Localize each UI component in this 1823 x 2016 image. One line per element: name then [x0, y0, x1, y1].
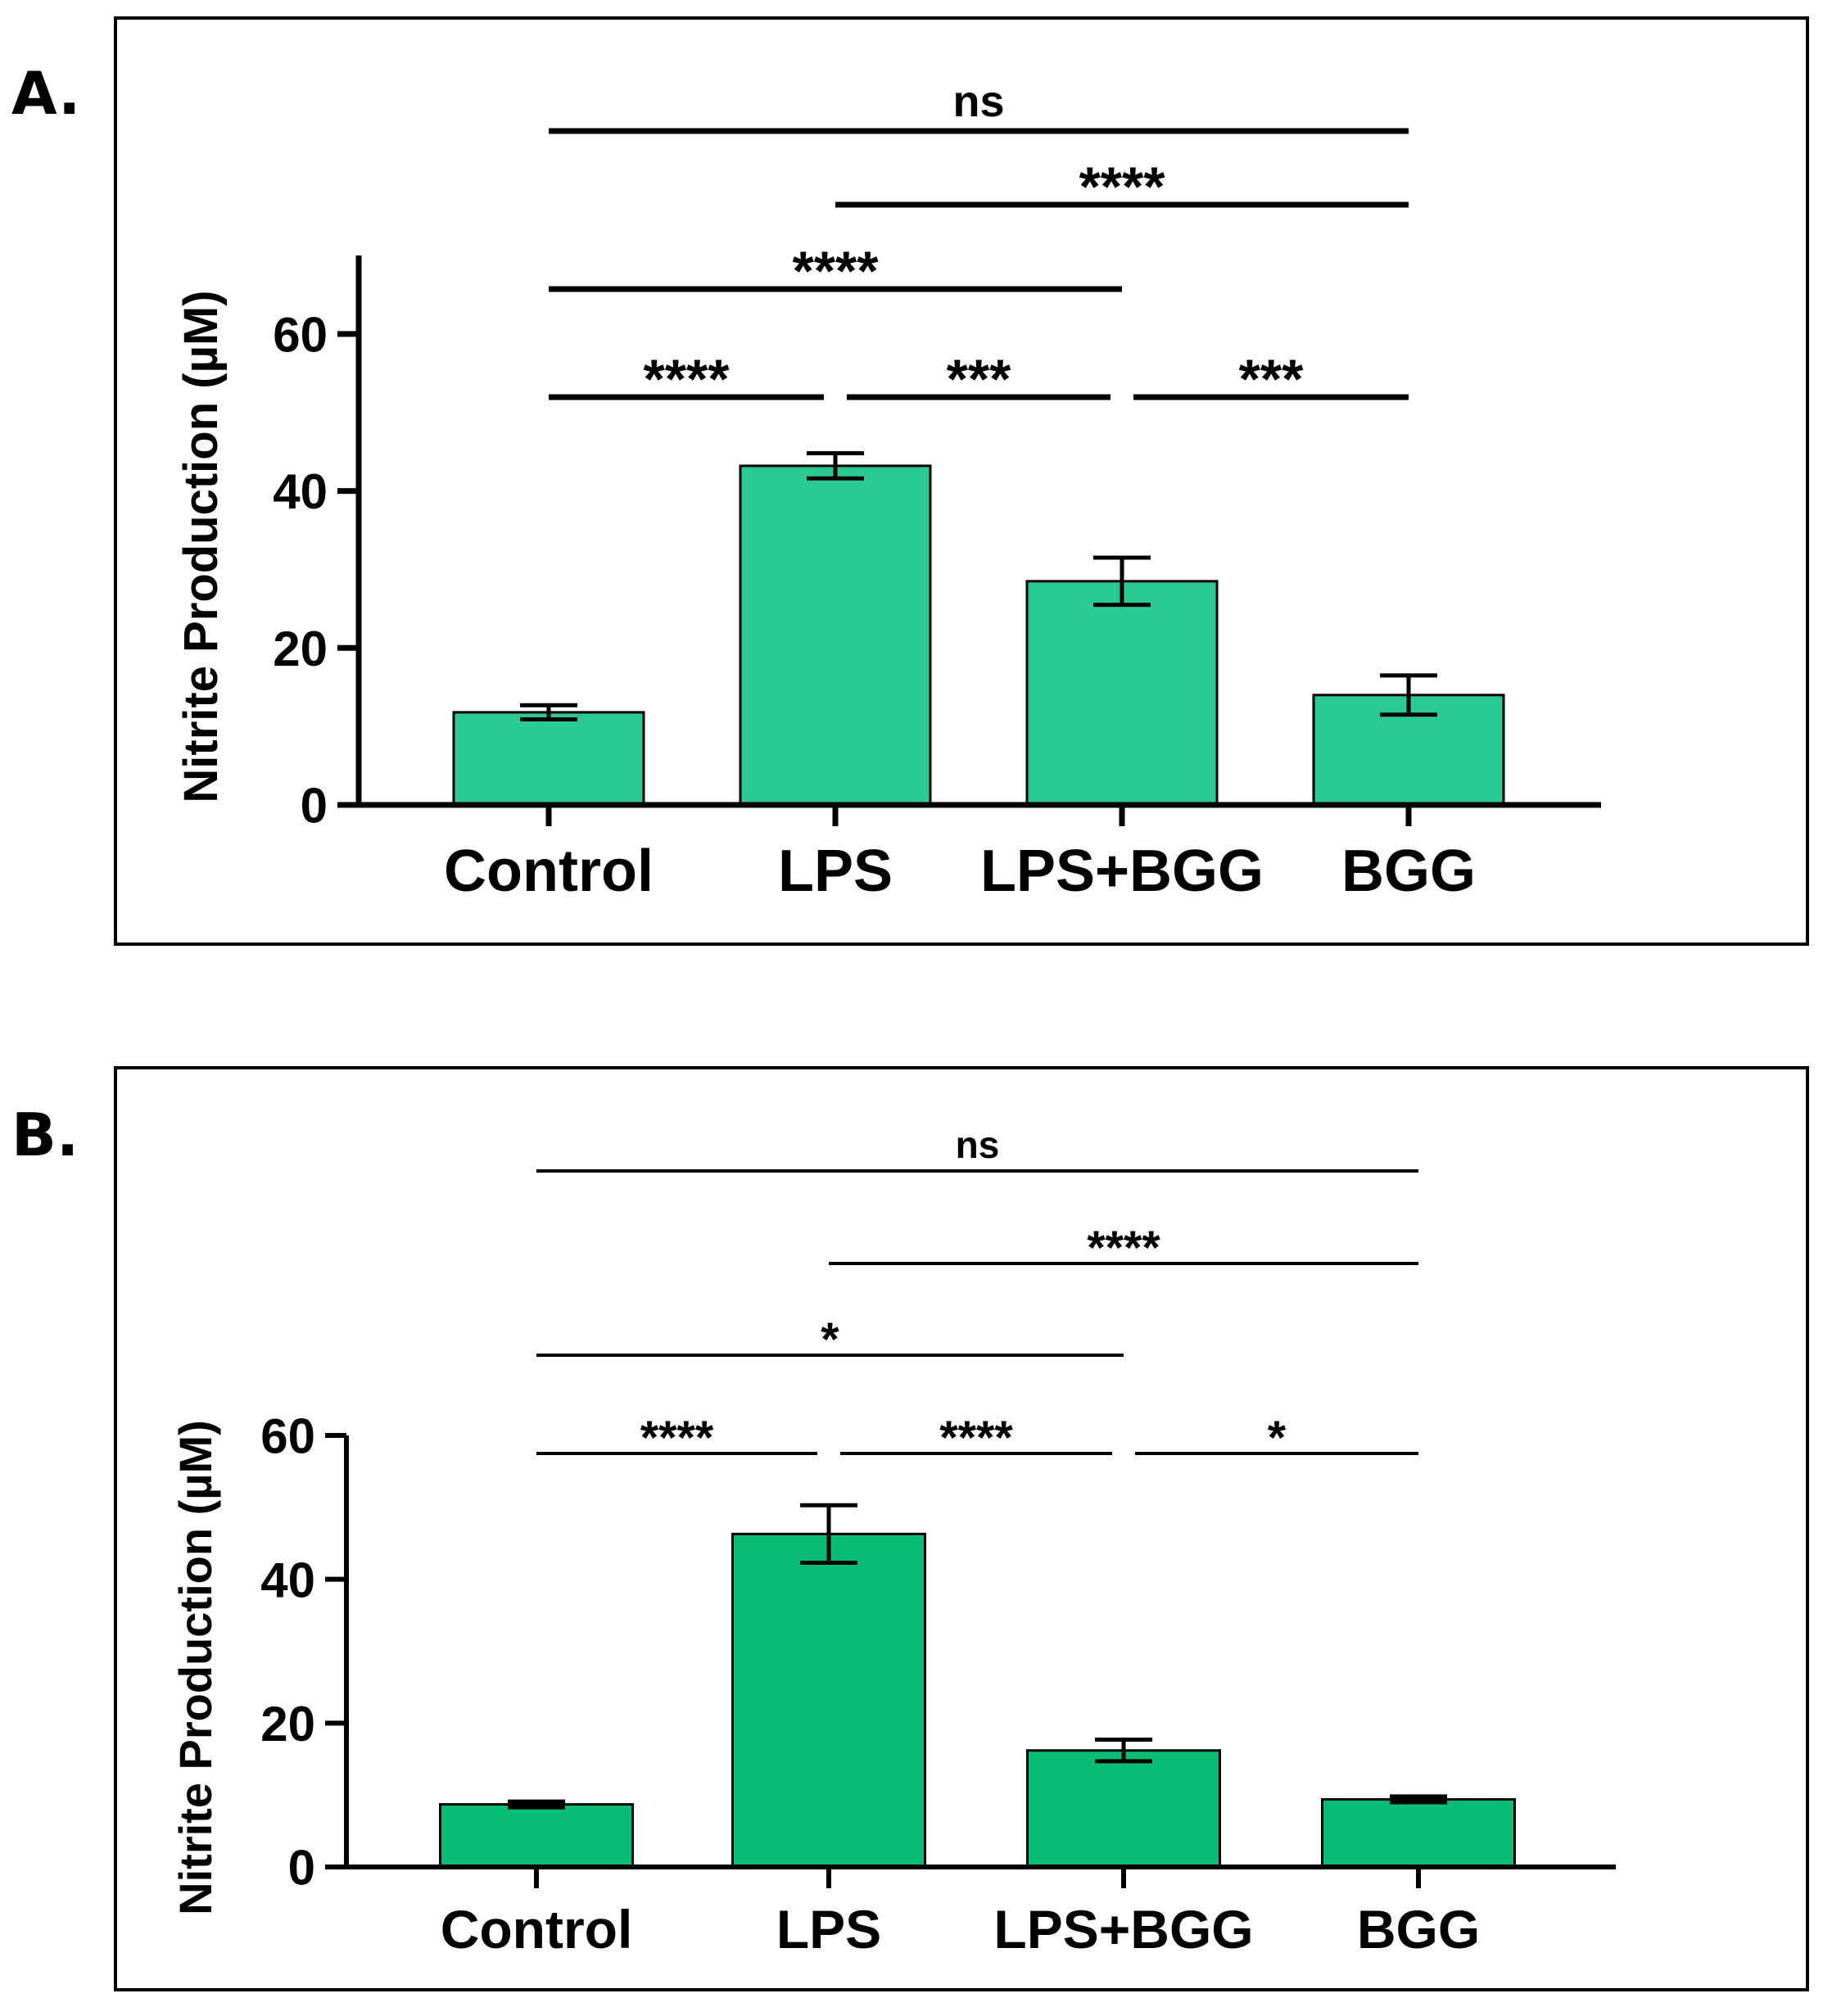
bar-lps-plus-bgg [1026, 1749, 1221, 1869]
x-tick-label: BGG [1341, 838, 1476, 904]
significance-label: *** [1239, 349, 1305, 410]
bar-control [439, 1803, 634, 1869]
y-tick-label: 60 [260, 1409, 315, 1464]
panel-b-frame [114, 1066, 1809, 1991]
bar-lps [731, 1532, 926, 1869]
y-tick-label: 60 [273, 307, 328, 362]
significance-label: **** [1087, 1222, 1160, 1274]
y-tick-label: 20 [273, 622, 328, 676]
panel-a-frame [114, 16, 1809, 946]
significance-label: **** [640, 1412, 714, 1464]
y-axis-label: Nitrite Production (µM) [170, 1420, 221, 1915]
bar-lps [739, 464, 932, 807]
x-tick-label: LPS+BGG [980, 838, 1264, 904]
y-tick-label: 20 [260, 1697, 315, 1752]
significance-label: * [1268, 1412, 1287, 1464]
x-tick-label: Control [441, 1899, 633, 1959]
x-tick-label: LPS+BGG [993, 1899, 1253, 1959]
significance-label: **** [792, 241, 879, 302]
bar-bgg [1321, 1797, 1516, 1869]
y-tick-label: 40 [273, 464, 328, 519]
significance-label: **** [939, 1412, 1013, 1464]
x-tick-label: LPS [778, 838, 893, 904]
y-tick-label: 0 [288, 1841, 315, 1896]
y-tick-label: 40 [260, 1553, 315, 1607]
x-tick-label: BGG [1357, 1899, 1480, 1959]
y-axis-label: Nitrite Production (µM) [174, 290, 228, 802]
significance-label: ns [956, 1123, 1000, 1166]
significance-label: **** [643, 349, 730, 410]
significance-label: *** [947, 349, 1012, 410]
x-tick-label: LPS [776, 1899, 881, 1959]
significance-label: **** [1079, 156, 1165, 218]
panel-a-label: A. [11, 59, 81, 128]
significance-label: * [821, 1313, 839, 1366]
panel-b-label: B. [11, 1101, 79, 1169]
y-tick-label: 0 [301, 779, 328, 834]
significance-label: ns [952, 77, 1004, 126]
x-tick-label: Control [444, 838, 654, 904]
